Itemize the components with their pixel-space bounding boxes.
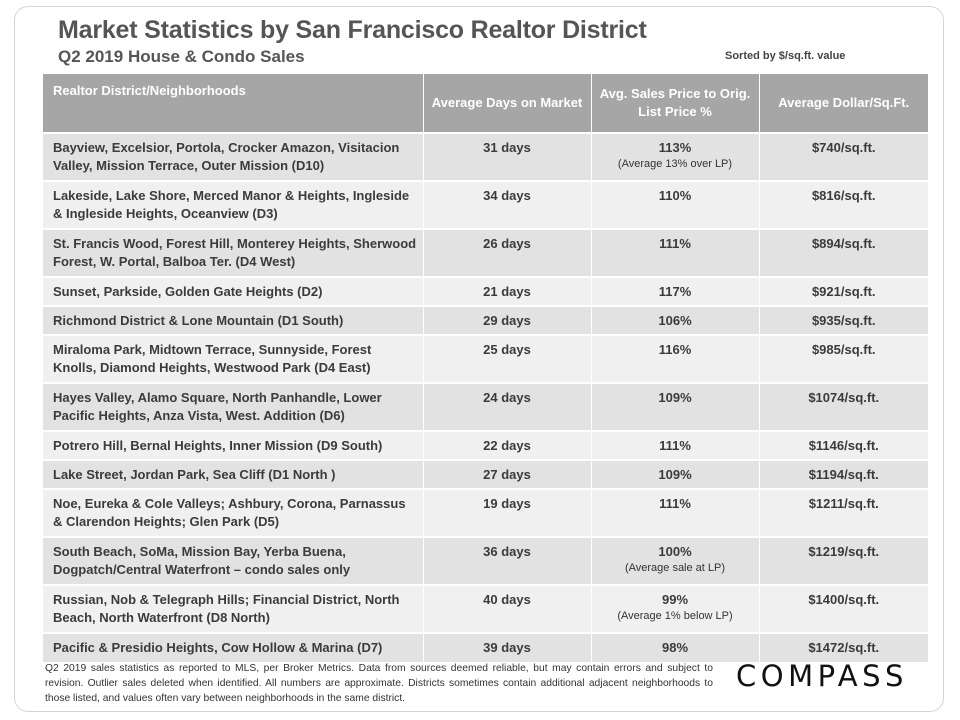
district-cell: Potrero Hill, Bernal Heights, Inner Miss…	[43, 430, 424, 460]
days-cell: 24 days	[423, 382, 592, 431]
table-row: Russian, Nob & Telegraph Hills; Financia…	[43, 584, 928, 633]
price-pct-value: 117%	[658, 284, 692, 299]
price-pct-cell: 98%	[591, 632, 760, 662]
price-pct-value: 99%	[661, 592, 689, 607]
table-row: Bayview, Excelsior, Portola, Crocker Ama…	[43, 132, 928, 181]
price-pct-value: 113%	[658, 140, 692, 155]
price-pct-cell: 111%	[591, 488, 760, 537]
table-row: St. Francis Wood, Forest Hill, Monterey …	[43, 228, 928, 277]
dollar-sqft-cell: $985/sq.ft.	[759, 334, 928, 383]
dollar-sqft-cell: $816/sq.ft.	[759, 180, 928, 229]
price-pct-value: 116%	[658, 342, 692, 357]
table-row: Lakeside, Lake Shore, Merced Manor & Hei…	[43, 180, 928, 229]
column-header-price-pct: Avg. Sales Price to Orig. List Price %	[591, 74, 760, 133]
price-pct-cell: 110%	[591, 180, 760, 229]
price-pct-cell: 106%	[591, 305, 760, 335]
price-pct-value: 98%	[661, 640, 689, 655]
table-header-row: Realtor District/Neighborhoods Average D…	[43, 74, 928, 133]
district-cell: St. Francis Wood, Forest Hill, Monterey …	[43, 228, 424, 277]
price-pct-value: 100%	[658, 544, 692, 559]
footnote: Q2 2019 sales statistics as reported to …	[45, 663, 713, 704]
district-cell: Hayes Valley, Alamo Square, North Panhan…	[43, 382, 424, 431]
dollar-sqft-cell: $935/sq.ft.	[759, 305, 928, 335]
days-cell: 34 days	[423, 180, 592, 229]
price-pct-cell: 116%	[591, 334, 760, 383]
price-pct-note: (Average 1% below LP)	[617, 610, 733, 622]
district-cell: South Beach, SoMa, Mission Bay, Yerba Bu…	[43, 536, 424, 585]
price-pct-value: 111%	[659, 236, 691, 251]
slide-frame	[14, 6, 944, 712]
days-cell: 21 days	[423, 276, 592, 306]
district-cell: Pacific & Presidio Heights, Cow Hollow &…	[43, 632, 424, 662]
dollar-sqft-cell: $1194/sq.ft.	[759, 459, 928, 489]
page-subtitle: Q2 2019 House & Condo Sales	[58, 47, 305, 66]
days-cell: 31 days	[423, 132, 592, 181]
district-cell: Lakeside, Lake Shore, Merced Manor & Hei…	[43, 180, 424, 229]
compass-logo: COMPASS	[736, 659, 908, 693]
days-cell: 19 days	[423, 488, 592, 537]
table-row: Potrero Hill, Bernal Heights, Inner Miss…	[43, 430, 928, 460]
dollar-sqft-cell: $1146/sq.ft.	[759, 430, 928, 460]
district-cell: Noe, Eureka & Cole Valleys; Ashbury, Cor…	[43, 488, 424, 537]
table-row: Noe, Eureka & Cole Valleys; Ashbury, Cor…	[43, 488, 928, 537]
page-title: Market Statistics by San Francisco Realt…	[58, 16, 647, 44]
district-cell: Bayview, Excelsior, Portola, Crocker Ama…	[43, 132, 424, 181]
days-cell: 25 days	[423, 334, 592, 383]
price-pct-cell: 109%	[591, 382, 760, 431]
price-pct-cell: 113% (Average 13% over LP)	[591, 132, 760, 181]
table-row: Sunset, Parkside, Golden Gate Heights (D…	[43, 276, 928, 306]
price-pct-note: (Average sale at LP)	[624, 562, 726, 574]
market-stats-table: Realtor District/Neighborhoods Average D…	[43, 74, 928, 662]
district-cell: Richmond District & Lone Mountain (D1 So…	[43, 305, 424, 335]
price-pct-note: (Average 13% over LP)	[617, 158, 733, 170]
price-pct-cell: 100% (Average sale at LP)	[591, 536, 760, 585]
price-pct-cell: 99% (Average 1% below LP)	[591, 584, 760, 633]
dollar-sqft-cell: $740/sq.ft.	[759, 132, 928, 181]
price-pct-value: 111%	[659, 438, 691, 453]
table-row: Lake Street, Jordan Park, Sea Cliff (D1 …	[43, 459, 928, 489]
dollar-sqft-cell: $921/sq.ft.	[759, 276, 928, 306]
price-pct-value: 111%	[659, 496, 691, 511]
sort-note: Sorted by $/sq.ft. value	[725, 50, 846, 62]
table-row: Pacific & Presidio Heights, Cow Hollow &…	[43, 632, 928, 662]
dollar-sqft-cell: $1211/sq.ft.	[759, 488, 928, 537]
dollar-sqft-cell: $1472/sq.ft.	[759, 632, 928, 662]
days-cell: 39 days	[423, 632, 592, 662]
price-pct-value: 106%	[658, 313, 692, 328]
table-body: Bayview, Excelsior, Portola, Crocker Ama…	[43, 132, 928, 662]
table-row: Miraloma Park, Midtown Terrace, Sunnysid…	[43, 334, 928, 383]
price-pct-value: 109%	[658, 390, 692, 405]
dollar-sqft-cell: $894/sq.ft.	[759, 228, 928, 277]
dollar-sqft-cell: $1400/sq.ft.	[759, 584, 928, 633]
dollar-sqft-cell: $1074/sq.ft.	[759, 382, 928, 431]
table-row: South Beach, SoMa, Mission Bay, Yerba Bu…	[43, 536, 928, 585]
days-cell: 26 days	[423, 228, 592, 277]
days-cell: 36 days	[423, 536, 592, 585]
price-pct-value: 110%	[658, 188, 692, 203]
table-row: Richmond District & Lone Mountain (D1 So…	[43, 305, 928, 335]
price-pct-cell: 117%	[591, 276, 760, 306]
days-cell: 40 days	[423, 584, 592, 633]
days-cell: 29 days	[423, 305, 592, 335]
district-cell: Sunset, Parkside, Golden Gate Heights (D…	[43, 276, 424, 306]
column-header-dollar-sqft: Average Dollar/Sq.Ft.	[759, 74, 928, 133]
price-pct-cell: 111%	[591, 228, 760, 277]
dollar-sqft-cell: $1219/sq.ft.	[759, 536, 928, 585]
days-cell: 27 days	[423, 459, 592, 489]
price-pct-cell: 109%	[591, 459, 760, 489]
district-cell: Russian, Nob & Telegraph Hills; Financia…	[43, 584, 424, 633]
days-cell: 22 days	[423, 430, 592, 460]
table-row: Hayes Valley, Alamo Square, North Panhan…	[43, 382, 928, 431]
price-pct-cell: 111%	[591, 430, 760, 460]
price-pct-value: 109%	[658, 467, 692, 482]
district-cell: Lake Street, Jordan Park, Sea Cliff (D1 …	[43, 459, 424, 489]
district-cell: Miraloma Park, Midtown Terrace, Sunnysid…	[43, 334, 424, 383]
column-header-days: Average Days on Market	[423, 74, 592, 133]
column-header-district: Realtor District/Neighborhoods	[43, 74, 424, 133]
